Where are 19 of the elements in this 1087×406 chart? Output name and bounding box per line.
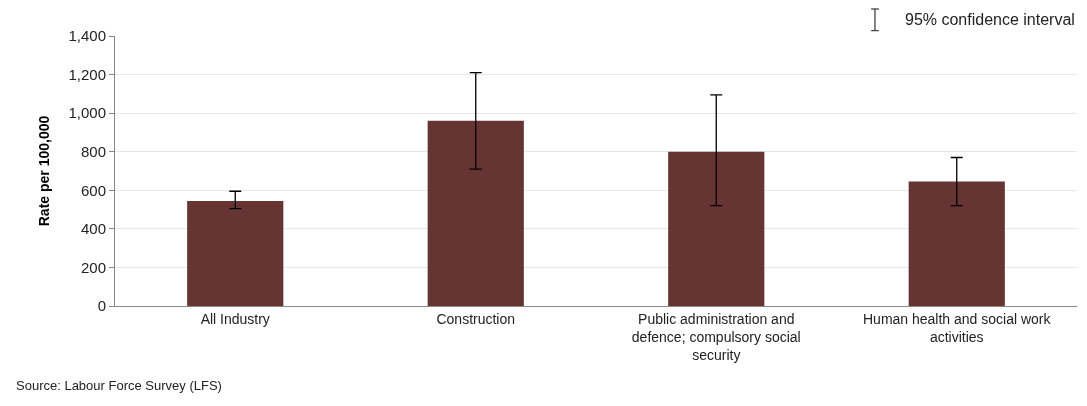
bar [427,120,524,306]
bar [908,181,1005,306]
y-tick-label: 400 [80,220,106,238]
source-note: Source: Labour Force Survey (LFS) [16,378,222,393]
x-tick-label: All Industry [200,310,270,327]
x-tick-label: Public administration and defence; compulsory social security [631,310,801,364]
x-tick-label: Construction [436,310,516,327]
y-tick-label: 800 [80,142,106,160]
y-tick-label: 0 [97,297,106,315]
y-axis-title: Rate per 100,000 [36,115,53,227]
bar [187,200,284,306]
y-tick-label: 1,200 [68,65,106,83]
x-tick-label: Human health and social work activities [862,310,1052,345]
y-tick-label: 600 [80,181,106,199]
bar [668,151,765,306]
y-tick-label: 200 [80,258,106,276]
y-tick-label: 1,000 [68,104,106,122]
y-tick-label: 1,400 [68,27,106,45]
text: 95% confidence interval [905,11,1075,28]
